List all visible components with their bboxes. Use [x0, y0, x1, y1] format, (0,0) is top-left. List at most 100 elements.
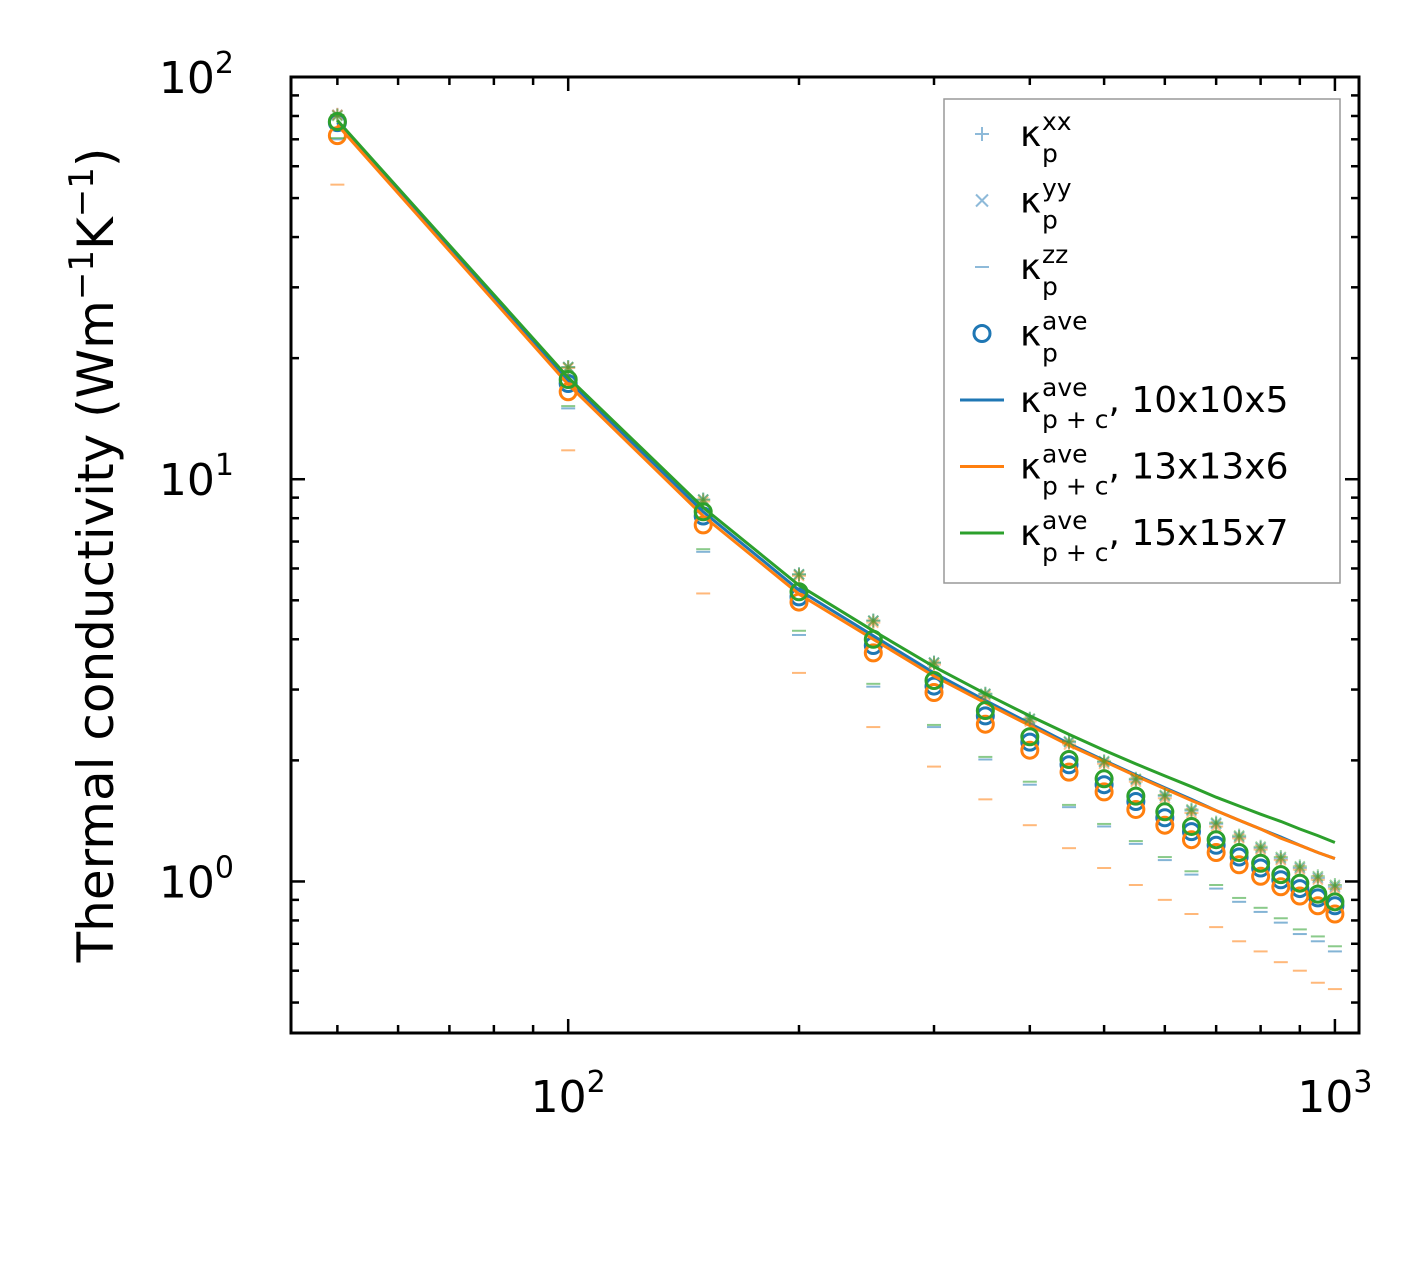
- kave-marker: [1059, 755, 1079, 775]
- legend-circle-marker: [972, 324, 992, 343]
- legend-label: κzz p: [1020, 240, 1068, 301]
- kxx-marker: [1273, 851, 1288, 866]
- kave-marker: [1155, 815, 1175, 835]
- kave-marker: [975, 714, 995, 734]
- kave-marker: [1206, 830, 1226, 850]
- kxx-marker: [866, 613, 881, 628]
- kave-marker: [1251, 853, 1271, 873]
- kxx-marker: [1209, 816, 1224, 831]
- kave-marker: [1271, 877, 1291, 897]
- kave-marker: [1181, 830, 1201, 850]
- kyy-marker: [1185, 807, 1198, 819]
- kave-marker: [1059, 750, 1079, 770]
- kyy-marker: [1329, 881, 1341, 893]
- kave-marker: [1271, 865, 1291, 885]
- kxx-marker: [791, 568, 806, 583]
- kyy-marker: [1159, 792, 1171, 804]
- kave-marker: [1290, 886, 1310, 906]
- kyy-marker: [793, 570, 805, 582]
- kyy-marker: [1329, 879, 1341, 891]
- kxx-marker: [866, 615, 881, 630]
- kyy-marker: [867, 616, 880, 629]
- kave-marker: [1020, 732, 1040, 752]
- legend-entry-ave: κave p: [972, 307, 1088, 368]
- kave-marker: [924, 670, 944, 690]
- kave-marker: [863, 643, 883, 663]
- kyy-marker: [1254, 842, 1267, 854]
- kyy-marker: [1254, 843, 1267, 856]
- kave-marker: [924, 676, 944, 696]
- kxx-marker: [1128, 771, 1143, 786]
- kyy-marker: [1159, 789, 1171, 801]
- kave-marker: [1155, 808, 1175, 828]
- kyy-marker: [1185, 804, 1198, 817]
- kyy-marker: [1312, 874, 1324, 886]
- kave-marker: [1325, 892, 1345, 912]
- legend-x-marker: [975, 193, 989, 208]
- kyy-marker: [1233, 831, 1245, 843]
- plot-data: [327, 107, 1345, 991]
- kave-marker: [1308, 884, 1328, 904]
- kxx-marker: [791, 567, 806, 582]
- legend-label: κave p + c, 10x10x5: [1020, 373, 1289, 434]
- kxx-marker: [1327, 877, 1342, 892]
- kave-marker: [1229, 843, 1249, 863]
- y-tick-label: 102: [159, 46, 234, 104]
- kave-marker: [1181, 816, 1201, 836]
- kave-marker: [1126, 799, 1146, 819]
- kpc-line: [336, 119, 1336, 844]
- kxx-marker: [1273, 853, 1288, 868]
- kyy-marker: [562, 361, 574, 373]
- kave-marker: [1059, 762, 1079, 782]
- kxx-marker: [1310, 872, 1325, 887]
- kxx-marker: [1292, 859, 1307, 874]
- kxx-marker: [1157, 789, 1172, 804]
- kxx-marker: [1253, 841, 1268, 856]
- kyy-marker: [1312, 870, 1324, 883]
- legend-entry-zz: κzz p: [975, 240, 1068, 301]
- kyy-marker: [1329, 882, 1341, 895]
- kxx-marker: [1310, 871, 1325, 885]
- kyy-marker: [1294, 863, 1306, 876]
- kyy-marker: [562, 361, 574, 373]
- kxx-marker: [1232, 829, 1247, 844]
- kxx-marker: [791, 567, 806, 582]
- x-tick-label: 103: [1297, 1065, 1372, 1123]
- kyy-marker: [793, 568, 805, 581]
- kyy-marker: [1294, 860, 1306, 873]
- kxx-marker: [1209, 815, 1224, 830]
- kxx-marker: [1327, 879, 1342, 894]
- legend-label: κxx p: [1020, 107, 1072, 168]
- kxx-marker: [1157, 788, 1172, 803]
- y-tick-label: 100: [159, 850, 234, 908]
- kxx-marker: [1310, 869, 1325, 884]
- kyy-marker: [1254, 841, 1267, 853]
- kxx-marker: [1062, 734, 1077, 749]
- kave-marker: [1020, 740, 1040, 760]
- kave-marker: [1181, 822, 1201, 842]
- kyy-marker: [1159, 790, 1171, 802]
- kxx-marker: [1232, 831, 1247, 846]
- legend-entry-line-15x15x7: κave p + c, 15x15x7: [960, 506, 1289, 567]
- kyy-marker: [1312, 872, 1324, 884]
- kave-marker: [975, 706, 995, 726]
- legend-label: κyy p: [1020, 174, 1072, 235]
- kyy-marker: [1275, 854, 1287, 866]
- kyy-marker: [1275, 852, 1287, 865]
- kave-marker: [1094, 782, 1114, 802]
- legend-label: κave p + c, 13x13x6: [1020, 440, 1289, 501]
- axes-frame: [289, 75, 1361, 1035]
- y-tick-label: 101: [159, 448, 234, 506]
- kave-marker: [1094, 775, 1114, 795]
- kave-marker: [327, 112, 347, 132]
- legend-plus-marker: [975, 127, 989, 141]
- kxx-marker: [1292, 861, 1307, 876]
- kave-marker: [1290, 873, 1310, 893]
- legend-entry-line-13x13x6: κave p + c, 13x13x6: [960, 440, 1289, 501]
- plot-axes: 102 103 100 101 102 Thermal conductivity (Wm−…: [62, 46, 1372, 1123]
- legend-box: [943, 98, 1341, 584]
- kxx-marker: [1097, 754, 1112, 769]
- kyy-marker: [1063, 735, 1075, 748]
- kave-marker: [1290, 879, 1310, 899]
